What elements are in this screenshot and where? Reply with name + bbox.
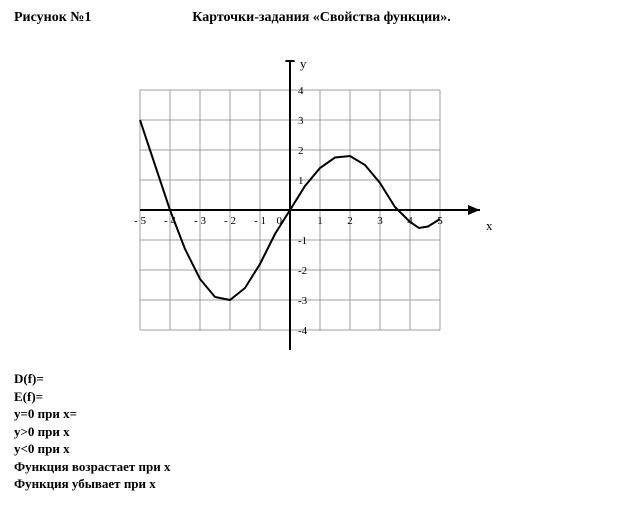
svg-text:2: 2 [347,215,353,227]
svg-text:- 5: - 5 [134,215,146,227]
y-axis-label: y [300,56,307,72]
svg-text:-3: -3 [298,295,308,307]
svg-text:1: 1 [317,215,323,227]
svg-text:- 1: - 1 [254,215,266,227]
question-line: y>0 при x [14,423,170,441]
question-line: D(f)= [14,370,170,388]
svg-text:3: 3 [298,115,304,127]
page-title: Карточки-задания «Свойства функции». [0,10,643,26]
question-line: E(f)= [14,388,170,406]
svg-text:2: 2 [298,145,304,157]
svg-text:-2: -2 [298,265,307,277]
svg-text:-4: -4 [298,325,308,337]
x-axis-label: x [486,218,493,234]
question-line: y<0 при x [14,440,170,458]
svg-text:4: 4 [298,85,304,97]
function-chart: - 5- 4- 3- 2- 1012345-4-3-2-11234 [120,60,500,385]
svg-text:- 2: - 2 [224,215,236,227]
question-line: y=0 при x= [14,405,170,423]
svg-text:3: 3 [377,215,383,227]
svg-text:1: 1 [298,175,304,187]
svg-text:- 3: - 3 [194,215,206,227]
questions-block: D(f)=E(f)=y=0 при x=y>0 при xy<0 при xФу… [14,370,170,493]
question-line: Функция возрастает при x [14,458,170,476]
question-line: Функция убывает при x [14,475,170,493]
chart-svg: - 5- 4- 3- 2- 1012345-4-3-2-11234 [120,60,500,380]
page-root: Рисунок №1 Карточки-задания «Свойства фу… [0,0,643,514]
svg-text:-1: -1 [298,235,307,247]
